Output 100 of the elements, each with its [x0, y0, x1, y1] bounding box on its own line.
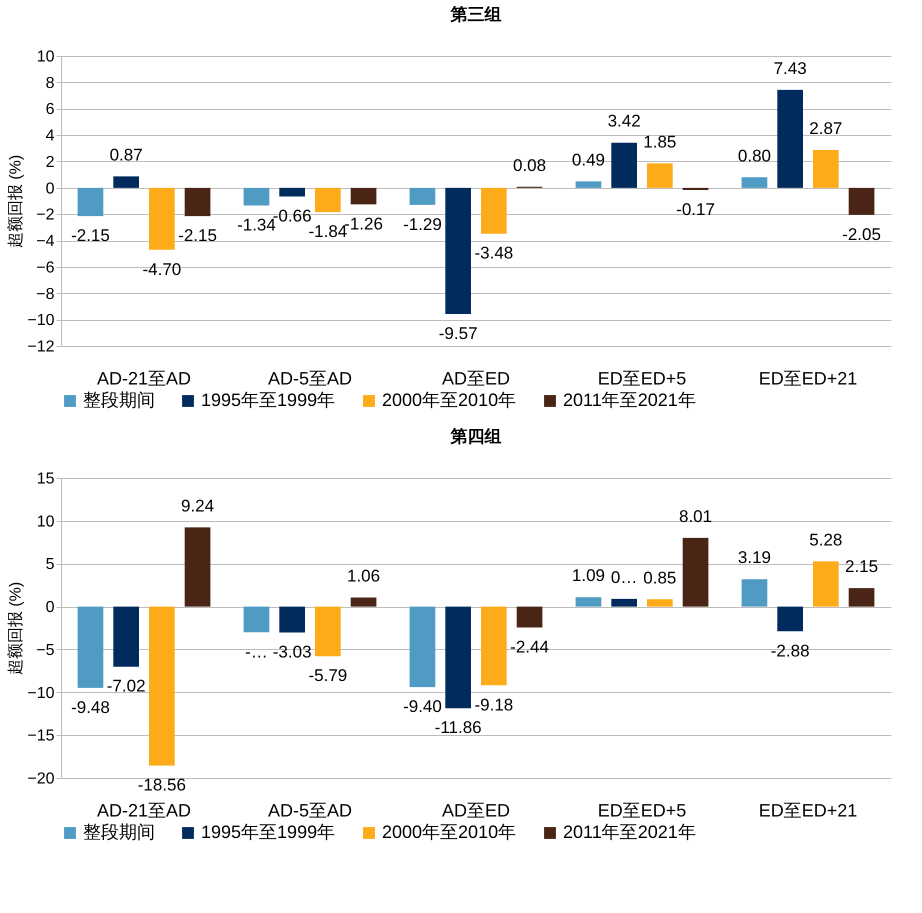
- data-label: -3.03: [272, 642, 312, 662]
- data-label: -9.57: [438, 324, 478, 343]
- y-tick-label: −20: [27, 770, 55, 788]
- y-tick-label: −12: [27, 338, 55, 356]
- data-label: -2.15: [178, 226, 217, 246]
- y-tick-label: 6: [46, 101, 55, 118]
- data-label: 0.85: [643, 568, 676, 588]
- data-label: -9.40: [403, 697, 442, 716]
- bar: [481, 188, 507, 234]
- bar: [149, 606, 175, 766]
- bar: [350, 597, 376, 607]
- bar: [647, 599, 673, 607]
- data-label: -2.88: [770, 641, 810, 660]
- data-label: 1.85: [643, 132, 676, 152]
- y-axis-title: 超额回报 (%): [6, 154, 24, 248]
- bar: [78, 188, 104, 216]
- bar: [777, 90, 803, 188]
- data-label: -18.56: [138, 776, 186, 795]
- bar: [113, 606, 139, 667]
- y-tick-label: −5: [36, 642, 55, 659]
- data-label: 2.87: [809, 118, 842, 138]
- bar: [350, 188, 376, 204]
- data-label: -4.70: [142, 260, 182, 279]
- y-tick-label: −2: [36, 206, 55, 224]
- data-label: 1.09: [572, 566, 605, 586]
- bar: [576, 181, 602, 188]
- bar: [848, 588, 874, 607]
- data-label: 8.01: [679, 506, 712, 526]
- data-label: 1.06: [347, 566, 380, 586]
- bar: [279, 606, 305, 633]
- data-label: -2.05: [842, 224, 881, 244]
- bar: [149, 188, 175, 250]
- x-tick-label: AD-21至AD: [96, 368, 192, 388]
- legend-label: 整段期间: [83, 390, 155, 410]
- y-tick-label: 10: [36, 48, 55, 66]
- data-label: 2.15: [845, 557, 878, 576]
- y-tick-label: 10: [36, 513, 55, 530]
- bar: [410, 606, 436, 688]
- y-tick-label: −8: [36, 286, 55, 303]
- chart-title: 第三组: [450, 5, 502, 24]
- bar: [647, 163, 673, 188]
- x-tick-label: ED至ED+5: [598, 800, 686, 820]
- data-label: -11.86: [434, 718, 482, 738]
- y-tick-label: 8: [46, 74, 55, 92]
- x-tick-label: ED至ED+21: [758, 800, 858, 820]
- x-tick-label: ED至ED+5: [598, 368, 686, 388]
- x-tick-label: AD至ED: [442, 800, 510, 820]
- x-tick-label: AD-5至AD: [268, 800, 352, 820]
- y-tick-label: −15: [27, 728, 55, 745]
- data-label: -2.44: [510, 637, 549, 656]
- bar: [410, 188, 436, 205]
- bar: [184, 188, 210, 216]
- bar: [742, 579, 768, 607]
- legend-label: 1995年至1999年: [201, 822, 336, 842]
- x-tick-label: AD-5至AD: [268, 368, 352, 388]
- legend-label: 2011年至2021年: [563, 390, 696, 410]
- data-label: -3.48: [474, 244, 514, 263]
- chart-title: 第四组: [450, 427, 502, 446]
- y-tick-label: 5: [46, 556, 55, 574]
- bar: [315, 606, 341, 656]
- y-tick-label: 4: [46, 128, 55, 145]
- data-label: 0.49: [572, 150, 605, 170]
- y-tick-label: 0: [46, 180, 55, 198]
- bar: [777, 606, 803, 632]
- data-label: 3.19: [738, 548, 771, 568]
- data-label: -9.18: [474, 695, 514, 714]
- bar: [611, 142, 637, 188]
- y-tick-label: −10: [27, 684, 55, 702]
- bar: [244, 606, 270, 632]
- data-label: -0.17: [676, 200, 715, 220]
- legend-label: 整段期间: [83, 822, 155, 842]
- y-axis-title: 超额回报 (%): [6, 582, 24, 676]
- bar: [481, 606, 507, 686]
- data-label: -0.66: [272, 206, 312, 226]
- bar: [445, 606, 471, 708]
- bar: [184, 527, 210, 607]
- data-label: 0.87: [110, 145, 143, 164]
- data-label: -9.48: [71, 698, 110, 717]
- legend-label: 2000年至2010年: [382, 822, 516, 842]
- y-tick-label: −6: [36, 259, 55, 276]
- y-tick-label: 15: [36, 470, 55, 488]
- legend-label: 2011年至2021年: [563, 822, 696, 842]
- data-label: 0.08: [513, 156, 546, 175]
- bar: [742, 177, 768, 188]
- bar: [279, 188, 305, 197]
- data-label: 7.43: [774, 58, 807, 78]
- x-tick-label: AD-21至AD: [96, 800, 192, 820]
- data-label: 3.42: [608, 112, 641, 131]
- bar: [244, 188, 270, 206]
- y-tick-label: 2: [46, 154, 55, 171]
- bar: [78, 606, 104, 688]
- bar: [315, 188, 341, 212]
- data-label: -2.15: [71, 226, 110, 246]
- legend-label: 2000年至2010年: [382, 390, 516, 410]
- bar: [611, 598, 637, 607]
- bar: [813, 561, 839, 607]
- bar: [682, 538, 708, 607]
- data-label: 0.80: [738, 146, 771, 166]
- data-label: -7.02: [106, 676, 146, 696]
- legend-label: 1995年至1999年: [201, 390, 336, 410]
